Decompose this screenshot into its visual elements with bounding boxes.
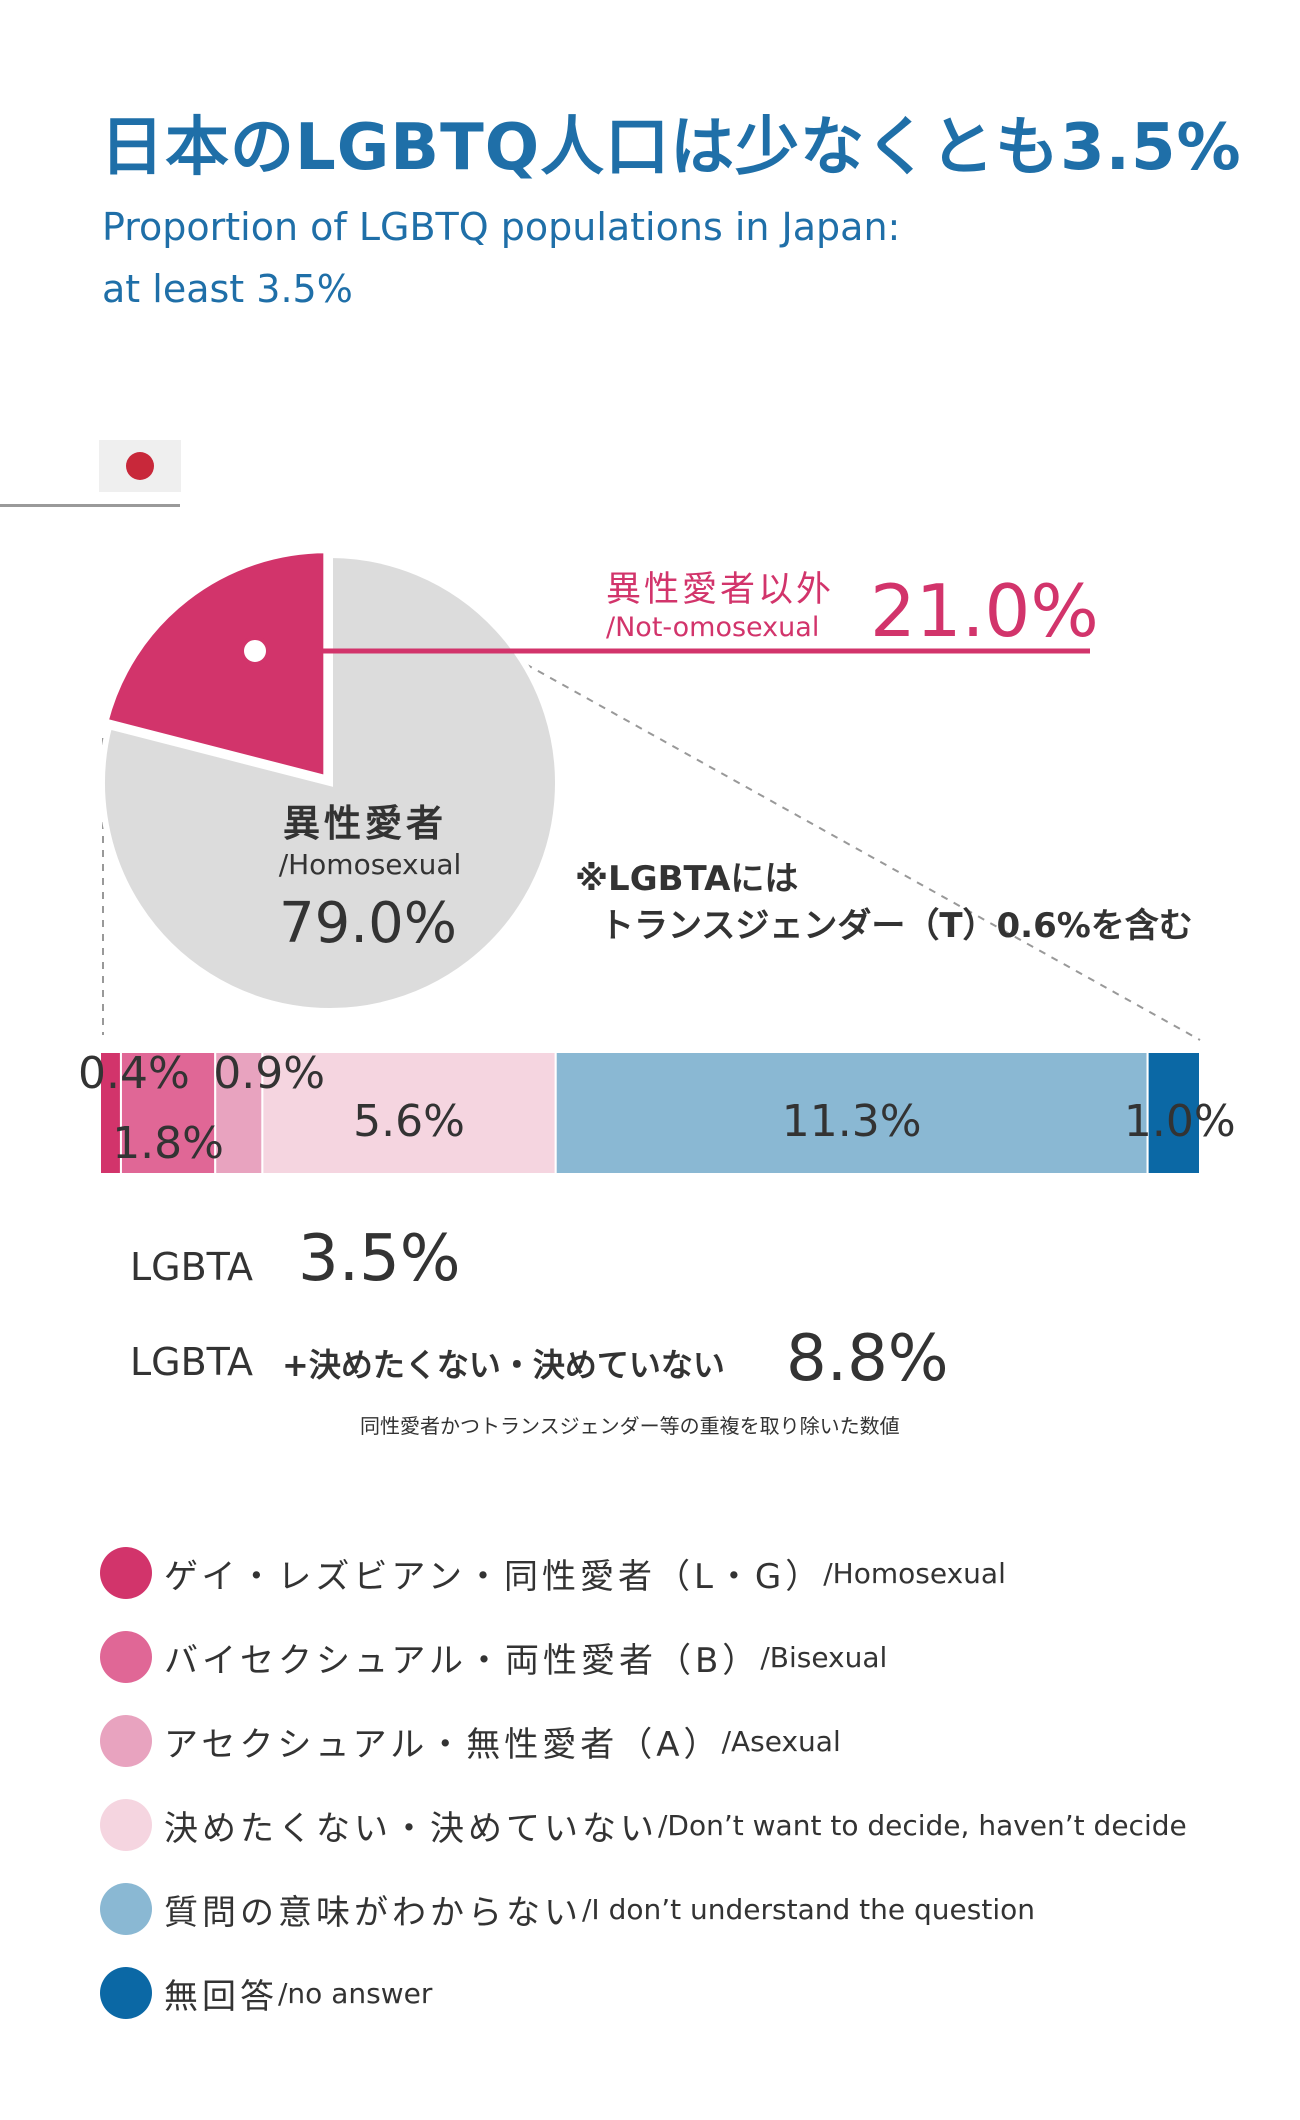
chart-canvas: 異性愛者以外 /Not-omosexual 21.0% 異性愛者 /Homose… [78, 547, 1236, 1175]
transgender-note-line-1: ※LGBTAには [575, 859, 798, 899]
bar-segment-no_answer [1146, 1051, 1201, 1175]
bar-label-LG: 0.4% [78, 1048, 190, 1099]
stacked-bar-chart: 0.4% 1.8% 0.9% 5.6% 11.3% 1.0% [78, 1048, 1236, 1175]
hetero-value: 79.0% [279, 891, 457, 956]
summary-lgbta2-value: 8.8% [786, 1322, 949, 1396]
summary-lgbta2-extra: +決めたくない・決めていない [282, 1346, 725, 1384]
legend-label-en: /Don’t want to decide, haven’t decide [658, 1808, 1187, 1842]
bar-segment-dont_understand [554, 1051, 1149, 1175]
summary-lgbta-label: LGBTA [130, 1245, 253, 1289]
bar-segment-A [214, 1051, 264, 1175]
subtitle-line-1: Proportion of LGBTQ populations in Japan… [102, 205, 901, 249]
non-hetero-label-jp: 異性愛者以外 [606, 570, 834, 610]
pie-chart [99, 547, 561, 1014]
legend-swatch [100, 1715, 152, 1767]
legend-label-en: /Asexual [721, 1724, 841, 1758]
legend-item-undecided: 決めたくない・決めていない/Don’t want to decide, have… [100, 1795, 1187, 1855]
connector-right [329, 554, 1201, 1041]
pie-slice-hetero [99, 551, 561, 1014]
legend-item-no_answer: 無回答/no answer [100, 1963, 432, 2023]
legend-item-B: バイセクシュアル・両性愛者（B）/Bisexual [100, 1627, 887, 1687]
japan-flag-icon [99, 440, 181, 492]
legend-swatch [100, 1631, 152, 1683]
legend-item-dont_understand: 質問の意味がわからない/I don’t understand the quest… [100, 1879, 1035, 1939]
legend-item-LG: ゲイ・レズビアン・同性愛者（L・G）/Homosexual [100, 1543, 1006, 1603]
flag-sun [126, 452, 154, 480]
pie-slice-non-hetero [101, 547, 330, 783]
summary-footnote: 同性愛者かつトランスジェンダー等の重複を取り除いた数値 [360, 1414, 900, 1438]
legend-swatch [100, 1967, 152, 2019]
pie-callout-marker [240, 636, 270, 666]
legend-label-jp: アセクシュアル・無性愛者（A） [164, 1724, 722, 1765]
legend-swatch [100, 1799, 152, 1851]
transgender-note-line-2: トランスジェンダー（T）0.6%を含む [600, 906, 1193, 946]
bar-segment-B [119, 1051, 217, 1175]
hetero-label-jp: 異性愛者 [283, 802, 447, 845]
legend-label-jp: ゲイ・レズビアン・同性愛者（L・G） [164, 1556, 824, 1597]
non-hetero-label-en: /Not-omosexual [606, 612, 819, 643]
legend-label-jp: 決めたくない・決めていない [164, 1808, 658, 1849]
non-hetero-value: 21.0% [870, 569, 1099, 653]
hetero-label-en: /Homosexual [279, 848, 462, 881]
flag-divider [0, 504, 180, 507]
bar-label-no_answer: 1.0% [1124, 1096, 1236, 1147]
summary-lgbta2-label: LGBTA [130, 1340, 253, 1384]
bar-label-dont_understand: 11.3% [782, 1096, 922, 1147]
legend-swatch [100, 1547, 152, 1599]
legend-label-jp: 無回答 [164, 1976, 278, 2017]
summary-lgbta-value: 3.5% [298, 1222, 461, 1296]
page-subtitle: Proportion of LGBTQ populations in Japan… [102, 196, 900, 320]
page-title: 日本のLGBTQ人口は少なくとも3.5% [100, 111, 1242, 185]
legend-label-en: /Homosexual [823, 1556, 1006, 1590]
bar-label-B: 1.8% [112, 1118, 224, 1169]
legend-label-jp: バイセクシュアル・両性愛者（B） [164, 1640, 761, 1681]
legend-swatch [100, 1883, 152, 1935]
legend-item-A: アセクシュアル・無性愛者（A）/Asexual [100, 1711, 841, 1771]
bar-label-undecided: 5.6% [353, 1096, 465, 1147]
legend-label-en: /I don’t understand the question [582, 1892, 1035, 1926]
legend-label-en: /Bisexual [760, 1640, 888, 1674]
legend-label-jp: 質問の意味がわからない [164, 1892, 582, 1933]
bar-label-A: 0.9% [213, 1048, 325, 1099]
subtitle-line-2: at least 3.5% [102, 267, 353, 311]
legend-label-en: /no answer [278, 1976, 433, 2010]
